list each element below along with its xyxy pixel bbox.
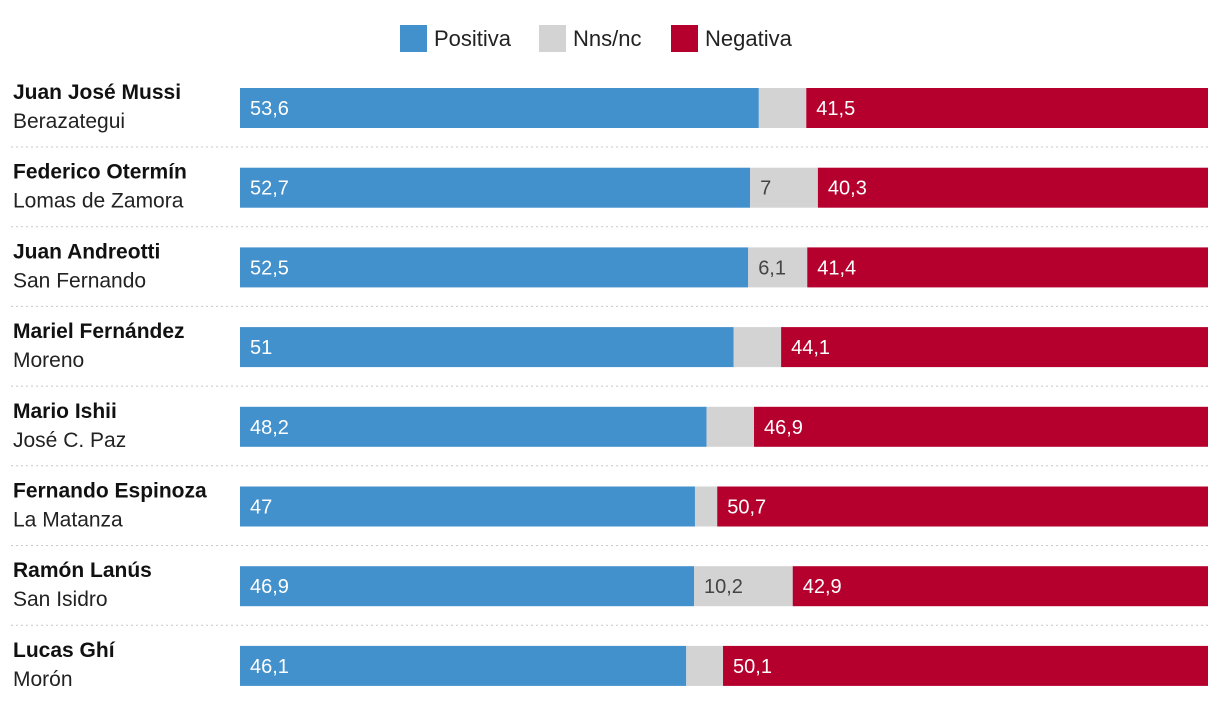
bar-nns bbox=[750, 167, 818, 208]
value-label-positiva: 52,5 bbox=[250, 257, 289, 279]
legend-swatch-nns-nc bbox=[539, 25, 566, 52]
row-name: Mario Ishii bbox=[13, 400, 117, 423]
bar-positiva bbox=[240, 327, 734, 368]
chart-row: Juan José Mussi Berazategui 53,6 41,5 bbox=[11, 81, 1208, 148]
bar-nns bbox=[693, 566, 793, 607]
value-label-positiva: 46,9 bbox=[250, 576, 289, 598]
chart-row: Mariel Fernández Moreno 51 44,1 bbox=[11, 320, 1208, 387]
row-place: San Fernando bbox=[13, 269, 146, 292]
value-label-positiva: 51 bbox=[250, 337, 272, 359]
bar-negativa bbox=[723, 645, 1208, 686]
legend: Positiva Nns/nc Negativa bbox=[400, 25, 793, 52]
bar-positiva bbox=[240, 167, 751, 208]
row-place: José C. Paz bbox=[13, 429, 126, 452]
row-place: Berazategui bbox=[13, 110, 125, 133]
chart-row: Mario Ishii José C. Paz 48,2 46,9 bbox=[11, 400, 1208, 467]
bar-positiva bbox=[240, 566, 694, 607]
row-place: Lomas de Zamora bbox=[13, 190, 184, 213]
value-label-negativa: 42,9 bbox=[803, 576, 842, 598]
bar-negativa bbox=[807, 247, 1208, 288]
bar-nns bbox=[733, 327, 782, 368]
value-label-negativa: 50,7 bbox=[727, 497, 766, 519]
value-label-negativa: 46,9 bbox=[764, 417, 803, 439]
bar-positiva bbox=[240, 645, 687, 686]
row-name: Federico Otermín bbox=[13, 161, 187, 184]
value-label-negativa: 41,5 bbox=[816, 98, 855, 120]
value-label-positiva: 46,1 bbox=[250, 656, 289, 678]
row-name: Juan José Mussi bbox=[13, 81, 181, 104]
chart-row: Ramón Lanús San Isidro 46,9 10,2 42,9 bbox=[11, 559, 1208, 626]
row-name: Fernando Espinoza bbox=[13, 480, 207, 503]
value-label-negativa: 40,3 bbox=[828, 178, 867, 200]
bar-nns bbox=[758, 88, 807, 128]
row-name: Lucas Ghí bbox=[13, 639, 116, 662]
row-name: Mariel Fernández bbox=[13, 320, 185, 343]
legend-swatch-negativa bbox=[671, 25, 698, 52]
row-place: Morón bbox=[13, 668, 73, 691]
chart-row: Fernando Espinoza La Matanza 47 50,7 bbox=[11, 480, 1208, 546]
bar-negativa bbox=[754, 406, 1208, 447]
bar-nns bbox=[686, 645, 724, 686]
bar-positiva bbox=[240, 486, 695, 527]
chart-row: Juan Andreotti San Fernando 52,5 6,1 41,4 bbox=[11, 240, 1208, 307]
value-label-negativa: 44,1 bbox=[791, 337, 830, 359]
bar-nns bbox=[706, 406, 755, 447]
legend-label-positiva: Positiva bbox=[434, 26, 512, 51]
value-label-negativa: 41,4 bbox=[817, 257, 856, 279]
row-name: Ramón Lanús bbox=[13, 559, 152, 582]
row-place: La Matanza bbox=[13, 509, 123, 532]
row-name: Juan Andreotti bbox=[13, 240, 160, 263]
bar-positiva bbox=[240, 247, 749, 288]
chart-rows: Juan José Mussi Berazategui 53,6 41,5 Federi… bbox=[11, 81, 1208, 691]
legend-swatch-positiva bbox=[400, 25, 427, 52]
value-label-negativa: 50,1 bbox=[733, 656, 772, 678]
value-label-nns: 10,2 bbox=[704, 576, 743, 598]
bar-negativa bbox=[717, 486, 1208, 527]
bar-negativa bbox=[781, 327, 1208, 368]
bar-positiva bbox=[240, 88, 759, 128]
bar-nns bbox=[694, 486, 718, 527]
bar-negativa bbox=[792, 566, 1208, 607]
chart-row: Federico Otermín Lomas de Zamora 52,7 7 40,3 bbox=[11, 161, 1208, 228]
legend-label-negativa: Negativa bbox=[705, 26, 793, 51]
value-label-positiva: 53,6 bbox=[250, 98, 289, 120]
value-label-nns: 6,1 bbox=[758, 257, 786, 279]
row-place: San Isidro bbox=[13, 588, 108, 611]
value-label-positiva: 48,2 bbox=[250, 417, 289, 439]
chart-row: Lucas Ghí Morón 46,1 50,1 bbox=[13, 639, 1208, 691]
row-place: Moreno bbox=[13, 349, 84, 372]
bar-negativa bbox=[806, 88, 1208, 128]
value-label-positiva: 52,7 bbox=[250, 178, 289, 200]
bar-negativa bbox=[817, 167, 1208, 208]
bar-nns bbox=[748, 247, 808, 288]
bar-positiva bbox=[240, 406, 707, 447]
legend-label-nns-nc: Nns/nc bbox=[573, 26, 641, 51]
value-label-positiva: 47 bbox=[250, 497, 272, 519]
value-label-nns: 7 bbox=[760, 178, 771, 200]
